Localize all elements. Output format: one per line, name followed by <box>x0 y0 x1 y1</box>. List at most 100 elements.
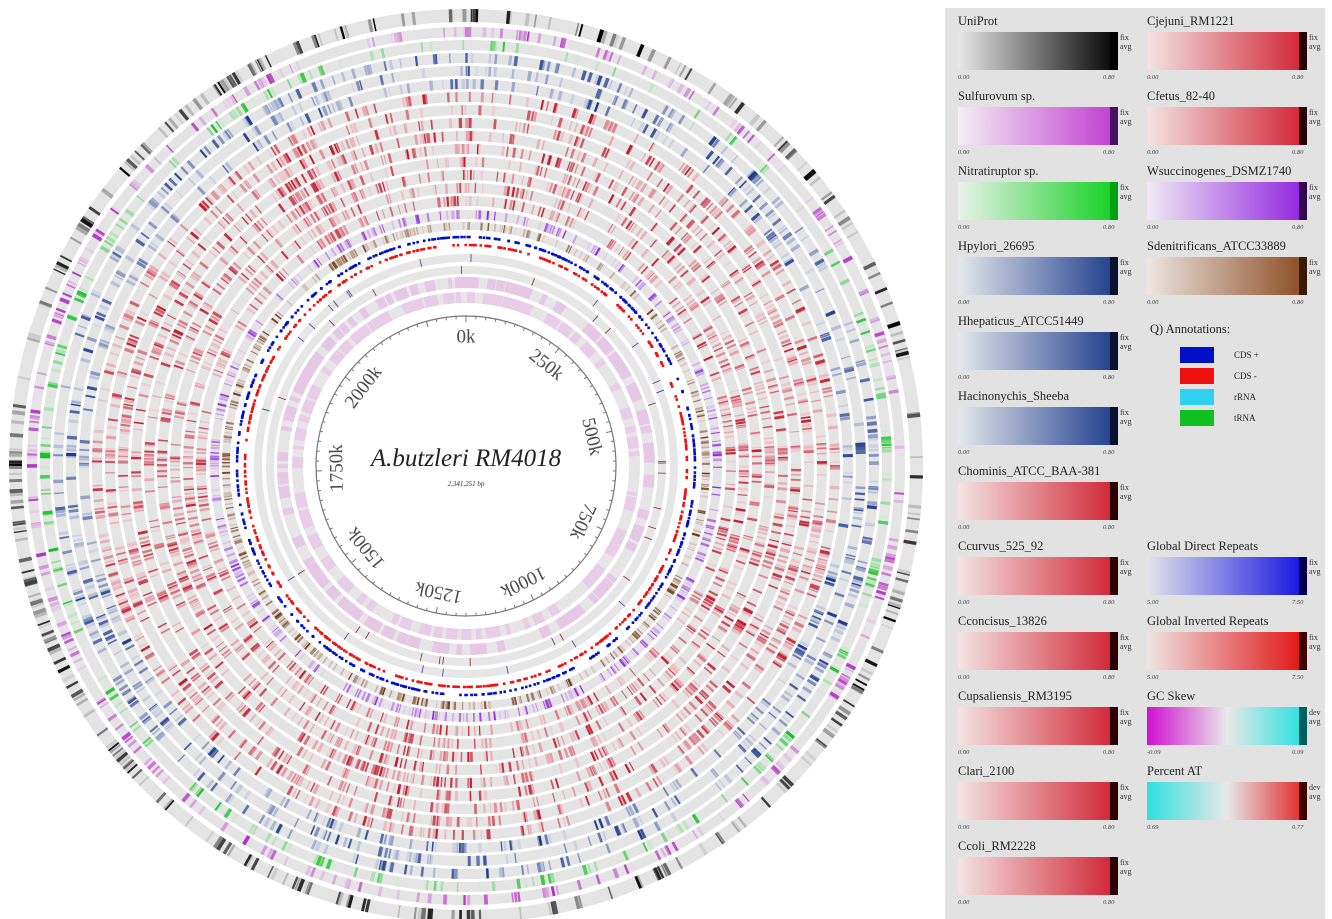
legend-tag: fix <box>1120 408 1129 417</box>
track-feature-marks <box>88 630 99 637</box>
track-feature-marks <box>559 857 566 868</box>
track-feature-marks <box>304 217 312 227</box>
track-feature-marks <box>646 171 654 182</box>
track-feature-marks <box>294 177 302 187</box>
track-feature-marks <box>296 40 304 54</box>
track-feature-marks <box>650 647 659 657</box>
legend-tag: avg <box>1120 417 1132 426</box>
track-feature-marks <box>317 122 323 132</box>
track-feature-marks <box>127 339 138 346</box>
track-feature-marks <box>826 413 837 418</box>
track-feature-marks <box>547 698 553 708</box>
track-feature-marks <box>357 217 364 228</box>
track-feature-marks <box>690 767 698 777</box>
legend-tag: avg <box>1309 792 1321 801</box>
track-feature-marks <box>604 801 612 812</box>
track-feature-marks <box>81 512 93 516</box>
legend-max-value: 0.80 <box>1103 149 1115 156</box>
track-feature-marks <box>746 600 757 607</box>
track-feature-marks <box>59 535 70 540</box>
track-feature-marks <box>698 652 708 660</box>
track-feature-marks <box>781 715 791 723</box>
track-feature-marks <box>207 746 217 757</box>
legend-max-value: 0.80 <box>1292 74 1304 81</box>
track-feature-marks <box>124 397 135 401</box>
track-feature-marks <box>673 350 682 356</box>
track-feature-marks <box>756 390 767 396</box>
track-feature-marks <box>706 662 717 671</box>
track-feature-marks <box>663 845 671 856</box>
legend-item: Cjejuni_RM1221 fix avg 0.00 0.80 <box>1142 8 1321 81</box>
legend-tag: avg <box>1309 717 1321 726</box>
track-feature-marks <box>800 515 811 519</box>
scale-tick <box>357 361 361 365</box>
track-feature-marks <box>298 702 306 711</box>
track-feature-marks <box>145 596 156 604</box>
track-feature-marks <box>212 338 223 344</box>
track-feature-marks <box>343 254 349 262</box>
track-feature-marks <box>153 343 164 349</box>
scale-tick <box>329 527 333 530</box>
track-feature-marks <box>713 713 722 723</box>
track-feature-marks <box>628 222 635 231</box>
track-feature-marks <box>681 586 690 592</box>
track-feature-marks <box>560 37 614 62</box>
legend-color-gradient <box>958 632 1118 670</box>
track-feature-marks <box>538 690 542 699</box>
track-feature-marks <box>746 696 756 705</box>
track-feature-marks <box>448 222 450 231</box>
track-feature-marks <box>694 713 703 723</box>
track-feature-marks <box>350 68 357 79</box>
track-feature-marks <box>683 706 692 716</box>
scale-tick <box>589 384 593 388</box>
track-feature-marks <box>248 678 257 687</box>
track-feature-marks <box>406 785 410 796</box>
track-feature-marks <box>70 619 81 626</box>
legend-tag: fix <box>1309 183 1318 192</box>
track-feature-marks <box>194 786 203 796</box>
track-feature-marks <box>821 386 832 391</box>
track-feature-marks <box>79 459 90 461</box>
track-feature-marks <box>165 144 174 153</box>
track-feature-marks <box>806 592 817 598</box>
track-feature-marks <box>878 520 889 525</box>
track-feature-marks <box>176 402 187 407</box>
track-feature-marks <box>674 351 682 357</box>
track-feature-marks <box>443 222 446 232</box>
track-feature-marks <box>612 695 619 706</box>
track-feature-marks <box>29 598 44 607</box>
track-feature-marks <box>63 637 74 645</box>
track-feature-marks <box>660 832 669 843</box>
track-feature-marks <box>480 764 482 775</box>
track-feature-marks <box>347 838 353 849</box>
track-feature-marks <box>639 692 648 702</box>
track-feature-marks <box>701 475 710 478</box>
track-feature-marks <box>129 720 139 729</box>
track-feature-marks <box>435 828 439 839</box>
track-feature-marks <box>684 755 693 765</box>
track-feature-marks <box>466 909 471 919</box>
track-feature-marks <box>720 793 729 803</box>
track-feature-marks <box>374 724 380 735</box>
track-feature-marks <box>631 192 639 203</box>
track-feature-marks <box>771 196 781 205</box>
track-feature-marks <box>670 582 679 589</box>
legend-color-gradient <box>958 482 1118 520</box>
track-feature-marks <box>736 591 747 598</box>
track-feature-marks <box>629 635 637 642</box>
track-feature-marks <box>431 841 434 852</box>
legend-panel: UniProt fix avg 0.00 0.80 Sulfurovum sp. fix av… <box>945 8 1325 919</box>
track-feature-marks <box>580 152 587 163</box>
track-feature-marks <box>652 114 660 125</box>
annotation-label: CDS - <box>1234 371 1257 381</box>
track-feature-marks <box>358 80 363 91</box>
track-feature-marks <box>104 325 115 332</box>
track-feature-marks <box>192 351 203 357</box>
track-feature-marks <box>865 580 876 586</box>
track-feature-marks <box>109 255 120 263</box>
track-feature-marks <box>726 343 737 350</box>
track-feature-marks <box>437 737 441 748</box>
track-feature-marks <box>625 791 633 803</box>
track-feature-marks <box>756 637 767 645</box>
legend-max-value: 0.80 <box>1292 299 1304 306</box>
